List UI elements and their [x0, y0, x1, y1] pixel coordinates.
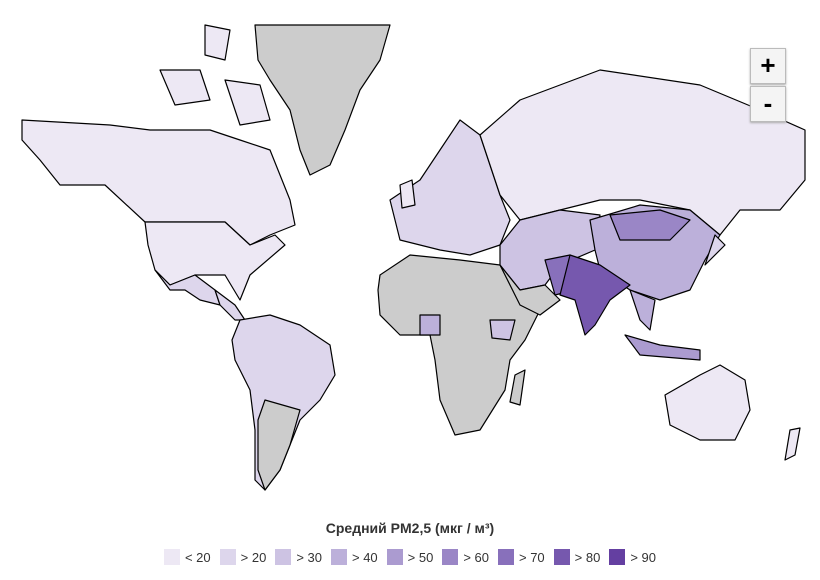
madagascar [509, 369, 526, 406]
arctic-island [159, 69, 211, 106]
legend-label: > 50 [407, 549, 434, 565]
legend-label: > 30 [296, 549, 322, 565]
legend-item: > 30 [275, 549, 322, 565]
legend-item: > 20 [219, 549, 267, 565]
legend-swatch [330, 549, 347, 565]
legend-swatch [163, 549, 180, 565]
arctic-island [204, 24, 231, 61]
india [559, 254, 631, 336]
legend-label: < 20 [184, 549, 211, 565]
uk [399, 179, 416, 209]
canada [21, 119, 296, 246]
nigeria [419, 314, 441, 336]
legend-item: > 40 [330, 549, 378, 565]
zoom-in-button[interactable]: + [750, 48, 786, 84]
russia [479, 69, 806, 236]
legend-swatch [219, 549, 236, 565]
ethiopia [489, 319, 516, 341]
legend-item: > 80 [553, 549, 601, 565]
mongolia [609, 209, 691, 241]
legend-label: > 90 [630, 549, 657, 565]
legend-swatch [553, 549, 570, 565]
map [21, 24, 806, 491]
legend-item: > 60 [442, 549, 489, 565]
greenland [254, 24, 391, 176]
legend-item: < 20 [163, 549, 211, 565]
arabia [499, 264, 561, 316]
legend-swatch [442, 549, 459, 565]
legend-item: > 90 [609, 549, 656, 565]
japan [704, 234, 726, 266]
legend-label: > 70 [519, 549, 545, 565]
legend-item: > 70 [498, 549, 545, 565]
legend-swatch [275, 549, 292, 565]
legend-swatch [386, 549, 403, 565]
indonesia [624, 334, 701, 361]
legend-swatch [609, 549, 626, 565]
legend-label: > 60 [463, 549, 489, 565]
legend-item: > 50 [386, 549, 434, 565]
legend: < 20 > 20 > 30 > 40 > 50 > 60 > 70 > 80 > 90 [0, 549, 820, 565]
australia [664, 364, 751, 441]
new-zealand [784, 427, 801, 461]
legend-title: Средний PM2,5 (мкг / м³) [325, 520, 495, 536]
south-america [231, 314, 336, 491]
europe [389, 119, 511, 256]
legend-label: > 80 [574, 549, 601, 565]
countries [21, 24, 806, 491]
africa [377, 254, 541, 436]
southeast-asia [629, 289, 656, 331]
legend-label: > 20 [240, 549, 267, 565]
zoom-out-button[interactable]: - [750, 86, 786, 122]
legend-swatch [498, 549, 514, 565]
argentina [257, 399, 301, 491]
arctic-island [224, 79, 271, 126]
legend-label: > 40 [351, 549, 378, 565]
